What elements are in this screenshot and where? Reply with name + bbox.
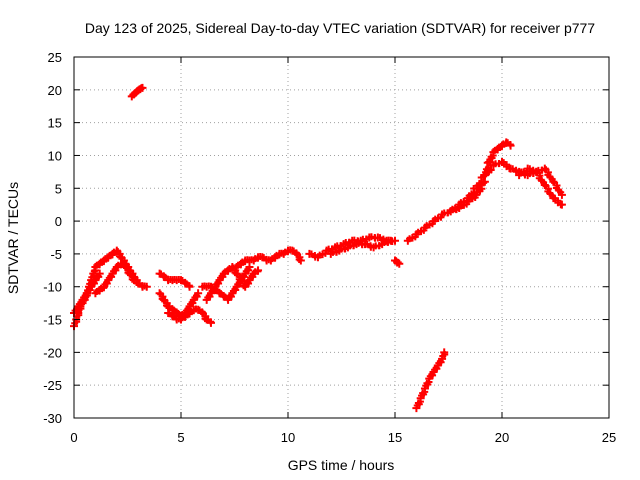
data-point-marker (185, 282, 194, 291)
y-axis-label: SDTVAR / TECUs (5, 182, 21, 294)
x-tick-label: 20 (495, 430, 509, 445)
grid-lines (74, 57, 609, 418)
y-tick-label: -30 (43, 411, 62, 426)
y-tick-label: 0 (55, 214, 62, 229)
x-tick-label: 25 (602, 430, 616, 445)
series-sat-e (127, 83, 147, 101)
data-point-marker (142, 282, 151, 291)
data-point-marker (480, 172, 488, 180)
data-point-marker (296, 256, 305, 265)
series-sat-n (391, 256, 404, 268)
data-point-marker (254, 266, 263, 275)
data-point-marker (194, 289, 203, 298)
series-sat-j (198, 263, 254, 304)
series-sat-b (70, 269, 104, 317)
data-point-marker (129, 276, 138, 285)
data-point-marker (95, 269, 104, 278)
y-tick-label: -25 (43, 378, 62, 393)
y-tick-label: -10 (43, 280, 62, 295)
data-point-marker (138, 83, 147, 92)
series-sat-f (155, 269, 194, 291)
x-tick-label: 15 (388, 430, 402, 445)
data-point-marker (549, 177, 558, 186)
data-point-marker (395, 259, 404, 268)
series-sat-c (91, 246, 151, 291)
data-point-marker (206, 318, 215, 327)
series-sat-k (232, 246, 305, 272)
y-tick-label: 10 (48, 148, 62, 163)
series-sat-m (326, 236, 395, 258)
y-tick-label: 5 (55, 181, 62, 196)
y-tick-label: -5 (50, 247, 62, 262)
data-point-marker (440, 348, 449, 357)
data-point-marker (540, 180, 549, 189)
y-tick-label: 15 (48, 116, 62, 131)
y-tick-label: 20 (48, 83, 62, 98)
data-point-marker (557, 200, 566, 209)
y-tick-label: -20 (43, 345, 62, 360)
series-sat-s (515, 164, 566, 209)
axis-ticks: 0 5 10 15 20 25 -30 -25 -20 -15 -10 -5 0 5 10 15 20 25 (43, 50, 616, 445)
y-tick-label: 25 (48, 50, 62, 65)
x-tick-label: 10 (281, 430, 295, 445)
series-sat-h (164, 305, 215, 327)
x-tick-label: 5 (177, 430, 184, 445)
series-sat-o (412, 348, 449, 413)
chart-title: Day 123 of 2025, Sidereal Day-to-day VTE… (85, 20, 595, 36)
data-points (70, 83, 566, 413)
x-tick-label: 0 (70, 430, 77, 445)
x-axis-label: GPS time / hours (288, 457, 395, 473)
y-tick-label: -15 (43, 313, 62, 328)
data-point-marker (506, 141, 515, 150)
data-point-marker (532, 167, 541, 176)
plot-border (73, 56, 610, 419)
series-sat-d (91, 259, 138, 298)
series-sat-r (480, 138, 515, 180)
data-point-marker (540, 164, 549, 173)
data-point-marker (557, 190, 566, 199)
data-point-marker (386, 236, 395, 245)
series-sat-l (305, 233, 399, 262)
